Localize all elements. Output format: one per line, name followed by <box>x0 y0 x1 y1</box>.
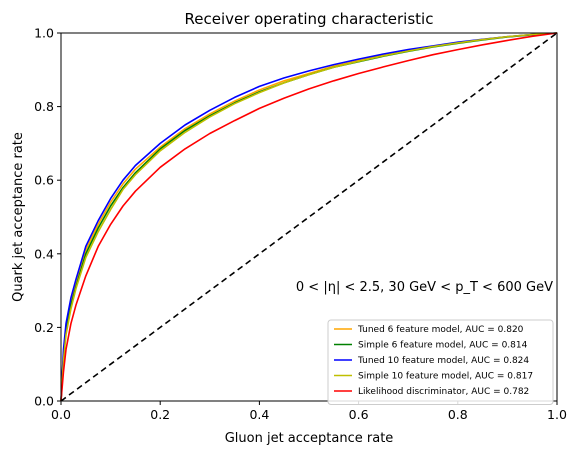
y-tick-label: 0.0 <box>34 394 54 409</box>
y-tick-label: 0.4 <box>34 246 54 261</box>
legend: Tuned 6 feature model, AUC = 0.820 Simple… <box>327 319 554 405</box>
cut-annotation: 0 < |η| < 2.5, 30 GeV < p_T < 600 GeV <box>296 280 553 295</box>
x-tick-label: 0.2 <box>150 407 170 422</box>
legend-label: Tuned 6 feature model, AUC = 0.820 <box>357 325 524 335</box>
legend-box <box>327 319 554 405</box>
legend-label: Simple 6 feature model, AUC = 0.814 <box>358 341 528 351</box>
x-axis-label: Gluon jet acceptance rate <box>225 431 394 446</box>
x-tick-label: 0.4 <box>249 407 269 422</box>
series-line-3 <box>60 32 558 402</box>
x-tick-label: 0.8 <box>448 407 468 422</box>
plot-frame <box>60 32 558 402</box>
plot-area <box>60 32 558 402</box>
legend-label: Simple 10 feature model, AUC = 0.817 <box>358 372 533 382</box>
legend-label: Likelihood discriminator, AUC = 0.782 <box>358 387 529 397</box>
x-tick-label: 0.0 <box>51 407 71 422</box>
x-axis: 0.0 0.2 0.4 0.6 0.8 1.0 <box>51 401 567 422</box>
series-line-4 <box>60 32 558 402</box>
y-tick-label: 0.8 <box>34 99 54 114</box>
diagonal-reference-line <box>60 32 558 402</box>
y-axis: 0.0 0.2 0.4 0.6 0.8 1.0 <box>34 26 61 409</box>
y-tick-label: 0.2 <box>34 320 54 335</box>
chart-title: Receiver operating characteristic <box>185 10 434 28</box>
x-tick-label: 0.6 <box>349 407 369 422</box>
legend-label: Tuned 10 feature model, AUC = 0.824 <box>357 356 529 366</box>
y-tick-label: 0.6 <box>34 173 54 188</box>
y-tick-label: 1.0 <box>34 26 54 41</box>
x-tick-label: 1.0 <box>547 407 567 422</box>
y-axis-label: Quark jet acceptance rate <box>11 132 26 302</box>
